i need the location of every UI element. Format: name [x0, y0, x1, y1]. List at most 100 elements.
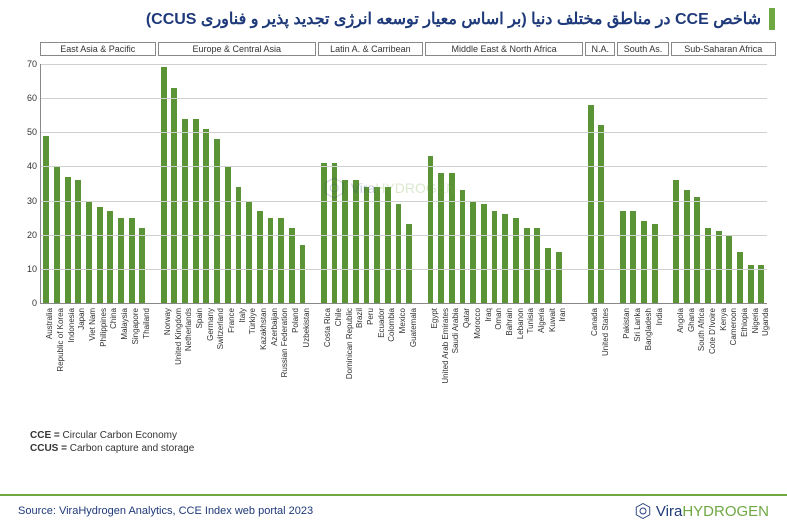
- bar-slot: [511, 64, 522, 303]
- bar-slot: [212, 64, 223, 303]
- bar: [620, 211, 626, 303]
- x-label-slot: Malaysia: [115, 306, 126, 406]
- bar: [524, 228, 530, 303]
- x-label-slot: Netherlands: [179, 306, 190, 406]
- bar: [588, 105, 594, 303]
- bar-slot: [116, 64, 127, 303]
- x-label-slot: China: [104, 306, 115, 406]
- x-label-slot: Colombia: [382, 306, 393, 406]
- x-label-slot: Sri Lanka: [628, 306, 639, 406]
- region-label: Sub-Saharan Africa: [671, 42, 776, 56]
- bar: [470, 201, 476, 303]
- bar: [171, 88, 177, 303]
- bar: [598, 125, 604, 303]
- bar-slot: [713, 64, 724, 303]
- source-text: Source: ViraHydrogen Analytics, CCE Inde…: [18, 505, 313, 517]
- bar-slot: [500, 64, 511, 303]
- x-label-slot: Kazakhstan: [254, 306, 265, 406]
- bar-slot: [222, 64, 233, 303]
- bar: [534, 228, 540, 303]
- x-label-slot: Norway: [158, 306, 169, 406]
- bar: [374, 187, 380, 303]
- x-label-slot: Türkiye: [243, 306, 254, 406]
- bar-slot: [649, 64, 660, 303]
- bar-slot: [297, 64, 308, 303]
- x-label-slot: Bahrain: [500, 306, 511, 406]
- gridline: [41, 166, 767, 167]
- x-label-slot: [574, 306, 585, 406]
- bar-slot: [148, 64, 159, 303]
- bar: [652, 224, 658, 303]
- legend-ccus-label: CCUS =: [30, 443, 67, 454]
- legend-cce-text: Circular Carbon Economy: [63, 430, 178, 441]
- bar-slot: [180, 64, 191, 303]
- bar: [406, 224, 412, 303]
- x-label-slot: Viet Nam: [83, 306, 94, 406]
- bar-slot: [532, 64, 543, 303]
- x-label-slot: Nigeria: [745, 306, 756, 406]
- bar: [86, 201, 92, 303]
- bar: [182, 119, 188, 303]
- x-label-slot: Singapore: [126, 306, 137, 406]
- bar: [107, 211, 113, 303]
- x-label-slot: Thailand: [136, 306, 147, 406]
- x-label-slot: Chile: [329, 306, 340, 406]
- bar-slot: [756, 64, 767, 303]
- gridline: [41, 64, 767, 65]
- bar: [716, 231, 722, 303]
- bar-slot: [660, 64, 671, 303]
- x-label-slot: Republic of Korea: [51, 306, 62, 406]
- x-label-slot: Cote D'Ivoire: [703, 306, 714, 406]
- bar: [364, 187, 370, 303]
- bar-slot: [233, 64, 244, 303]
- bar: [289, 228, 295, 303]
- bar-slot: [265, 64, 276, 303]
- gridline: [41, 98, 767, 99]
- region-label: Middle East & North Africa: [425, 42, 583, 56]
- bar-slot: [543, 64, 554, 303]
- x-label-slot: Cameroon: [724, 306, 735, 406]
- region-labels: East Asia & PacificEurope & Central Asia…: [40, 42, 767, 60]
- x-label-slot: India: [649, 306, 660, 406]
- bar: [129, 218, 135, 303]
- y-tick: 60: [17, 93, 37, 103]
- bar-slot: [137, 64, 148, 303]
- watermark: ViraHYDROGEN: [323, 176, 457, 200]
- bar: [492, 211, 498, 303]
- region-label: N.A.: [585, 42, 615, 56]
- bar: [43, 136, 49, 303]
- y-tick: 70: [17, 59, 37, 69]
- x-label-slot: [307, 306, 318, 406]
- bar: [737, 252, 743, 303]
- bar: [673, 180, 679, 303]
- bar: [246, 201, 252, 303]
- x-label-slot: Azerbaijan: [264, 306, 275, 406]
- y-tick: 40: [17, 161, 37, 171]
- x-label-slot: Tunisia: [521, 306, 532, 406]
- x-label-slot: Iraq: [478, 306, 489, 406]
- x-label-slot: Morocco: [468, 306, 479, 406]
- bar: [65, 177, 71, 303]
- x-label-slot: Saudi Arabia: [446, 306, 457, 406]
- x-label-slot: [660, 306, 671, 406]
- bar: [641, 221, 647, 303]
- x-label-slot: Italy: [232, 306, 243, 406]
- bar-slot: [479, 64, 490, 303]
- bar: [161, 67, 167, 303]
- x-label-slot: Spain: [190, 306, 201, 406]
- bar-slot: [244, 64, 255, 303]
- y-tick: 10: [17, 264, 37, 274]
- x-label-slot: Pakistan: [617, 306, 628, 406]
- y-tick: 30: [17, 196, 37, 206]
- x-label-slot: Ghana: [681, 306, 692, 406]
- x-label-slot: Philippines: [93, 306, 104, 406]
- x-label-slot: Angola: [671, 306, 682, 406]
- bar: [300, 245, 306, 303]
- bar: [139, 228, 145, 303]
- bar-slot: [489, 64, 500, 303]
- bar: [545, 248, 551, 303]
- x-label-slot: [606, 306, 617, 406]
- x-label-slot: Egypt: [425, 306, 436, 406]
- x-label-slot: Russian Federation: [275, 306, 286, 406]
- bar: [556, 252, 562, 303]
